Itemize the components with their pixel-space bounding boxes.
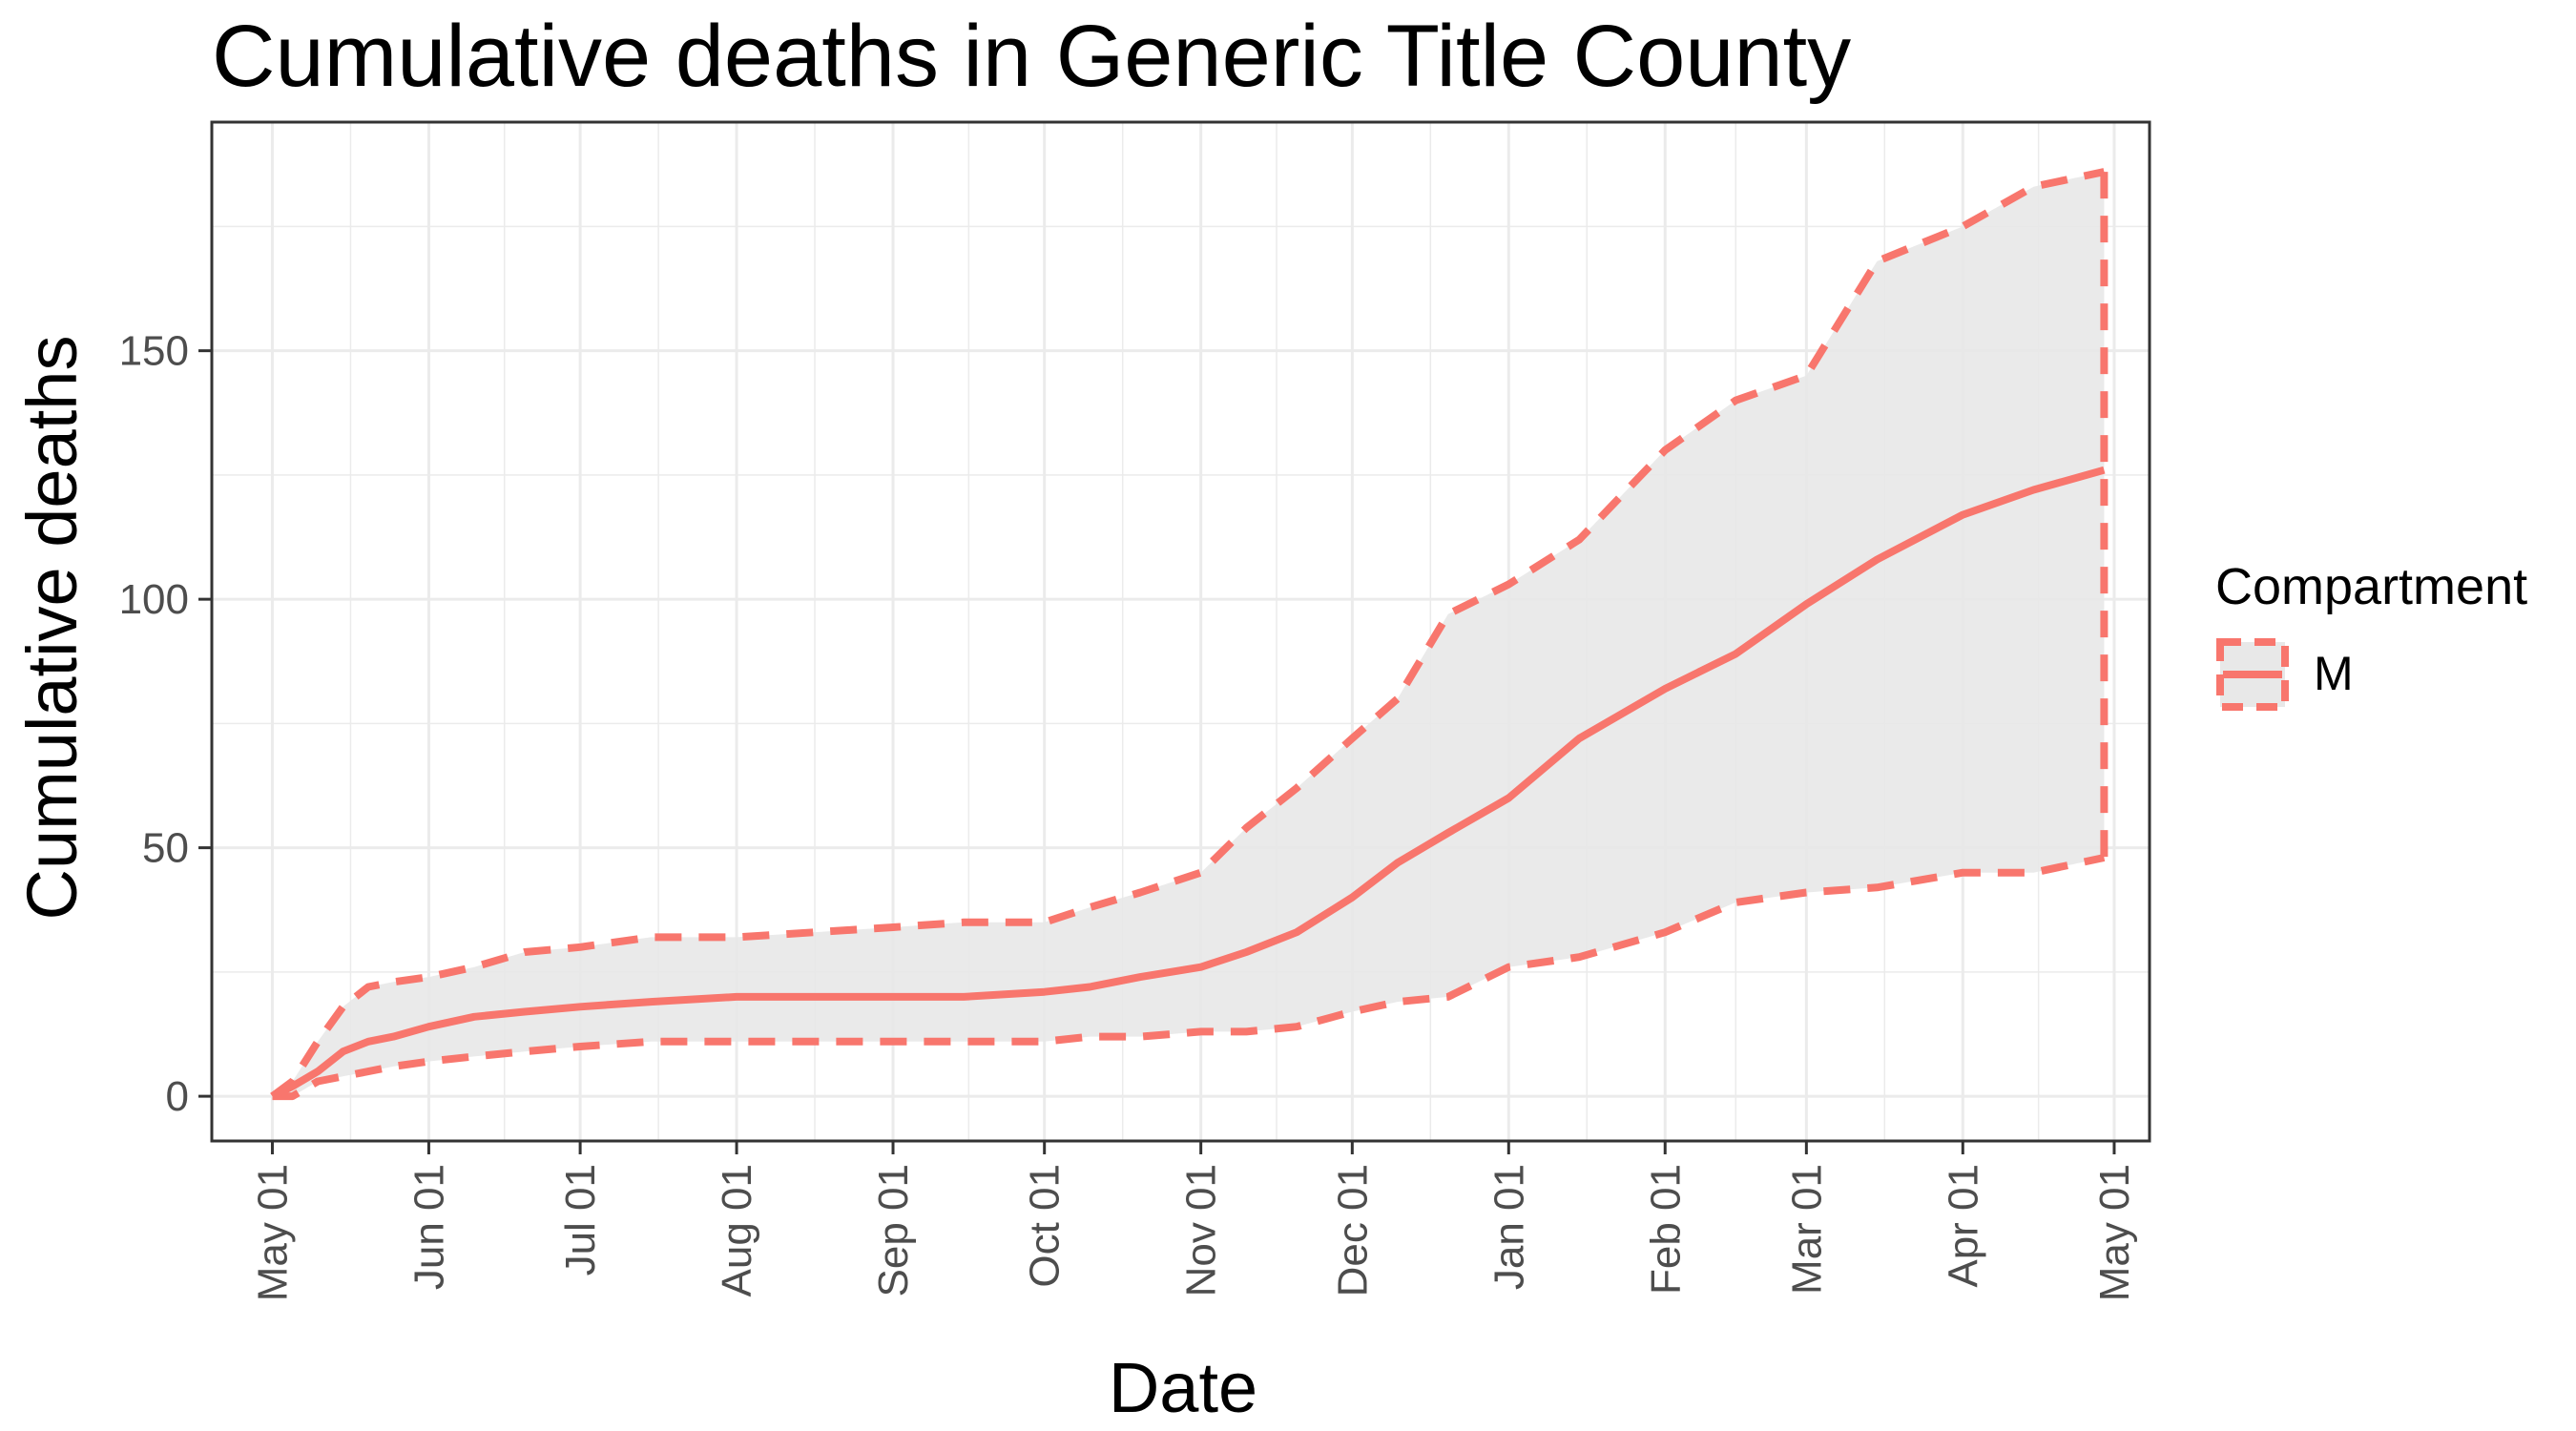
ribbon-group (272, 172, 2105, 1097)
x-axis: May 01 Jun 01 Jul 01 Aug 01 Sep 01 Oct 01 Nov … (250, 1141, 2138, 1301)
x-tick-label: Mar 01 (1783, 1164, 1830, 1295)
panel-border (210, 120, 2151, 1143)
x-tick-label: Oct 01 (1022, 1164, 1069, 1288)
lower-bound-line (272, 854, 2106, 1101)
y-tick-label: 0 (166, 1073, 189, 1120)
y-tick-label: 150 (119, 328, 189, 375)
x-tick-label: Jun 01 (405, 1164, 452, 1290)
x-tick-label: Dec 01 (1329, 1164, 1376, 1296)
x-tick-label: Apr 01 (1940, 1164, 1986, 1288)
lines-group (270, 168, 2109, 1101)
x-tick-label: May 01 (2091, 1164, 2138, 1301)
y-tick-label: 50 (142, 825, 189, 872)
y-tick-label: 100 (119, 576, 189, 623)
panel-border-group (210, 120, 2151, 1143)
x-tick-label: Aug 01 (714, 1164, 760, 1296)
upper-bound-line (270, 168, 2106, 1100)
ribbon-area (272, 172, 2105, 1097)
legend: Compartment M (2215, 558, 2527, 711)
legend-label-m: M (2314, 647, 2354, 700)
y-axis-title: Cumulative deaths (12, 336, 92, 921)
legend-key-m (2216, 638, 2289, 711)
x-tick-label: Nov 01 (1178, 1164, 1225, 1296)
x-tick-label: Sep 01 (870, 1164, 917, 1296)
legend-title: Compartment (2215, 558, 2527, 615)
x-tick-label: May 01 (250, 1164, 297, 1301)
x-tick-label: Jan 01 (1485, 1164, 1532, 1290)
x-tick-label: Jul 01 (557, 1164, 604, 1275)
x-tick-label: Feb 01 (1642, 1164, 1689, 1295)
x-axis-title: Date (1109, 1348, 1257, 1427)
y-axis: 0 50 100 150 (119, 328, 212, 1120)
median-line (270, 466, 2106, 1100)
chart-title: Cumulative deaths in Generic Title Count… (212, 8, 1851, 105)
